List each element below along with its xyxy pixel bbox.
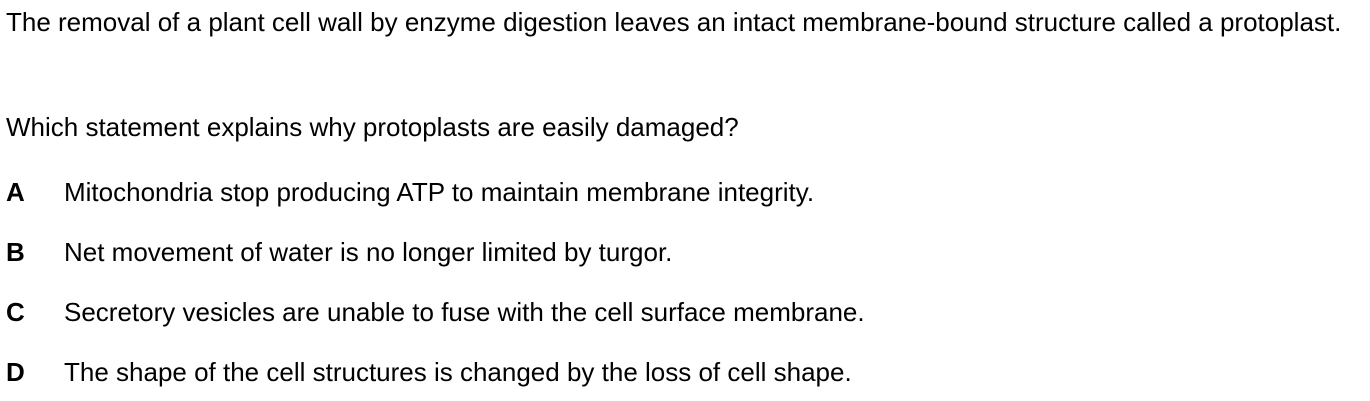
option-text: Mitochondria stop producing ATP to maint…: [64, 177, 815, 207]
option-letter: A: [6, 177, 25, 207]
option-letter: C: [6, 297, 25, 327]
question-prompt: Which statement explains why protoplasts…: [6, 112, 739, 142]
option-letter: D: [6, 357, 25, 387]
option-text: Secretory vesicles are unable to fuse wi…: [64, 297, 865, 327]
option-letter: B: [6, 237, 25, 267]
question-stem: The removal of a plant cell wall by enzy…: [6, 7, 1342, 37]
option-text: Net movement of water is no longer limit…: [64, 237, 673, 267]
option-text: The shape of the cell structures is chan…: [64, 357, 852, 387]
